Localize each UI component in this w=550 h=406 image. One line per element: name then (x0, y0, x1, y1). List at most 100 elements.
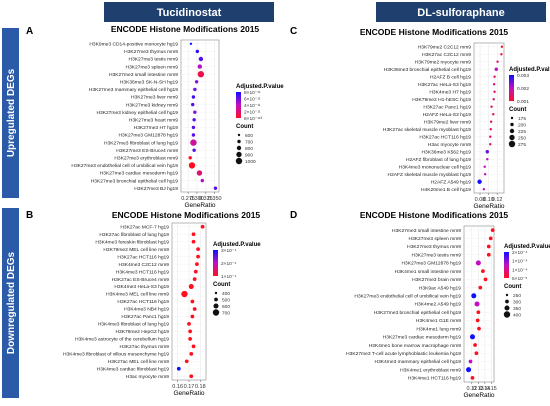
row-bottom-label: Downregulated DEGs (6, 251, 17, 354)
category-label: H3K27me3 fibroblast of lung hg19 (104, 140, 178, 146)
color-legend-bar (213, 250, 218, 276)
color-legend-title: Adjusted.P.value (236, 84, 284, 90)
data-point (475, 260, 481, 266)
data-point (494, 67, 498, 71)
data-point (477, 326, 481, 331)
size-legend-dot (504, 305, 510, 311)
data-point (192, 148, 196, 152)
category-label: H3K27me3 GM12878 hg19 (118, 133, 178, 139)
data-point (473, 343, 477, 347)
data-point (194, 80, 199, 84)
color-legend-tick: 8×10⁻¹¹³ (244, 116, 263, 122)
data-point (187, 322, 191, 326)
color-legend-tick: 4×10⁻¹¹ (244, 103, 261, 109)
x-tick-label: 0.275 (181, 196, 195, 202)
category-label: H2AFZ B cell hg19 (430, 74, 471, 80)
data-point (197, 71, 205, 78)
category-label: H3K27ac Panc1 hg19 (121, 314, 169, 320)
data-point (486, 158, 489, 161)
panel-title: ENCODE Histone Modifications 2015 (360, 27, 509, 37)
category-label: H3K4me3 H7 hg19 (429, 89, 471, 95)
data-point (176, 366, 181, 371)
size-legend-title: Count (213, 282, 230, 288)
size-legend-dot (214, 297, 218, 302)
header-right-bar (376, 2, 546, 22)
category-label: H3K27me3 kidney epithelial cell hg19 (96, 110, 178, 116)
category-label: H3K79me2 C2C12 mm9 (418, 44, 472, 50)
category-label: H3K4me3 MEL cell line mm9 (106, 292, 169, 298)
size-legend-label: 400 (513, 312, 521, 318)
size-legend-dot (509, 128, 515, 134)
category-label: H3K36me3 bronchial epithelial cell hg19 (384, 67, 472, 73)
size-legend-dot (214, 291, 218, 295)
category-label: H3K4me3 astrocyte of the cerebellum hg19 (75, 337, 169, 343)
category-label: H3K4me3 C2C12 mm9 (118, 262, 169, 268)
color-legend-tick: 8×10⁻¹¹ (244, 90, 261, 96)
header-right-label: DL-sulforaphane (417, 7, 504, 19)
data-point (469, 334, 476, 340)
category-label: H3K27me3 spleen mm9 (409, 236, 462, 242)
category-label: H3K27ac ES-Bruce4 mm9 (112, 277, 170, 283)
category-label: H3K27me3 erythroblast mm9 (114, 156, 178, 162)
category-label: H3K4me1 bone marrow macrophage mm9 (369, 343, 462, 349)
x-tick-label: 0.10 (483, 197, 494, 203)
category-label: H3K79me2 H1-hESC hg19 (412, 97, 471, 103)
data-point (489, 135, 492, 138)
panels: ENCODE Histone Modifications 2015 0.275 0.… (63, 24, 550, 399)
x-tick-label: 0.08 (475, 197, 486, 203)
data-point (492, 83, 496, 86)
x-tick-label: 0.14 (480, 386, 491, 392)
size-legend-label: 300 (513, 299, 521, 305)
data-point (492, 98, 495, 101)
size-legend-title: Count (504, 284, 521, 290)
data-point (200, 178, 205, 183)
data-point (189, 374, 194, 379)
category-label: H3K27me3 spleen mm9 (126, 64, 179, 70)
color-legend-tick: 1×10⁻⁴ (512, 259, 527, 265)
data-point (483, 277, 488, 282)
color-legend-title: Adjusted.P.value (504, 244, 550, 250)
color-legend-tick: 0.003 (517, 73, 529, 79)
data-point (200, 224, 205, 229)
data-point (188, 329, 193, 334)
data-point (191, 102, 195, 107)
x-axis-label: GeneRatio (463, 392, 494, 399)
data-point (188, 162, 196, 169)
category-label: H3K9ac A549 hg19 (419, 285, 461, 291)
category-label: H3K79me2 HepG2 hg19 (115, 329, 169, 335)
color-legend-title: Adjusted.P.value (509, 67, 550, 73)
x-axis-label: GeneRatio (473, 203, 504, 210)
size-legend-dot (510, 122, 514, 127)
size-legend-dot (503, 311, 511, 318)
panel-d: ENCODE Histone Modifications 20150.120.1… (346, 210, 550, 399)
data-point (188, 156, 192, 160)
category-label: H3K27ac Panc1 hg19 (423, 104, 471, 110)
color-legend-tick: 2×10⁻¹¹ (244, 110, 261, 116)
data-point (197, 64, 203, 69)
data-point (474, 301, 480, 307)
category-label: H3K27me3 bronchial epithelial cell hg19 (91, 178, 179, 184)
size-legend-label: 800 (245, 146, 253, 152)
category-label: H3K27ac MEL cell line mm9 (108, 359, 170, 365)
category-label: H3K27me3 liver mm9 (131, 95, 178, 101)
data-point (191, 232, 196, 237)
category-label: H3K36me3 SK-N-SH hg19 (120, 80, 178, 86)
color-legend-tick: 3×10⁻⁴ (221, 248, 236, 254)
category-label: H3K27me3 T-cell acute lymphoblastic leuk… (346, 351, 461, 357)
category-label: H3K27me3 cardiac mesoderm hg19 (383, 335, 462, 341)
panel-a: ENCODE Histone Modifications 20150.2750.… (71, 24, 284, 209)
data-point (191, 344, 196, 349)
data-point (474, 351, 479, 356)
x-tick-label: 0.17 (184, 384, 195, 390)
category-label: H3K4me2 A549 hg19 (415, 302, 462, 308)
color-legend-title: Adjusted.P.value (213, 242, 261, 248)
data-point (188, 337, 193, 341)
panel-title: ENCODE Histone Modifications 2015 (360, 210, 509, 220)
category-label: H3K27me3 ES-Bruce4 mm9 (116, 148, 178, 154)
data-point (188, 284, 194, 290)
category-label: H3K27me3 H7 hg19 (134, 125, 179, 131)
data-point (192, 277, 197, 281)
